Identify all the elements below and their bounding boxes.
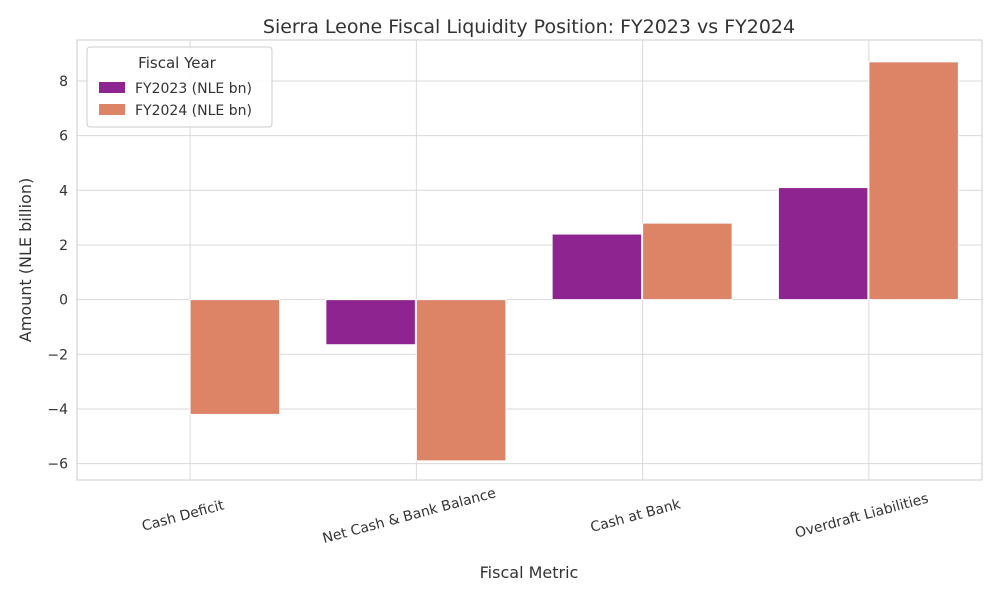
bar-fy2024 <box>868 61 959 301</box>
legend-swatch <box>99 82 125 93</box>
y-axis-label: Amount (NLE billion) <box>16 178 35 342</box>
bar-fy2023 <box>551 233 643 301</box>
y-axis-ticks: −6 −4 −2 0 2 4 6 8 <box>47 74 68 473</box>
y-tick-label: −2 <box>47 347 68 363</box>
bars <box>189 61 959 462</box>
legend-swatch <box>99 104 125 115</box>
bar-fy2023 <box>325 299 416 346</box>
y-tick-label: 8 <box>59 74 68 90</box>
x-tick-label: Net Cash & Bank Balance <box>321 485 498 547</box>
y-tick-label: 2 <box>59 238 68 254</box>
y-tick-label: 6 <box>59 129 68 145</box>
x-axis-ticks: Cash Deficit Net Cash & Bank Balance Cash … <box>140 485 930 547</box>
x-tick-label: Overdraft Liabilities <box>793 491 930 542</box>
x-tick-label: Cash at Bank <box>589 496 684 536</box>
bar-fy2024 <box>189 299 281 415</box>
y-tick-label: 0 <box>59 293 68 309</box>
y-tick-label: −4 <box>47 402 68 418</box>
bar-fy2024 <box>415 299 507 462</box>
y-tick-label: 4 <box>59 183 68 199</box>
legend: Fiscal Year FY2023 (NLE bn) FY2024 (NLE b… <box>86 46 273 128</box>
legend-box <box>86 46 273 128</box>
y-tick-label: −6 <box>47 457 68 473</box>
legend-items: FY2023 (NLE bn) FY2024 (NLE bn) <box>99 81 252 119</box>
legend-label: FY2023 (NLE bn) <box>135 81 252 97</box>
bar-fy2024 <box>642 222 733 301</box>
legend-title: Fiscal Year <box>138 54 216 72</box>
chart-title: Sierra Leone Fiscal Liquidity Position: … <box>263 16 795 38</box>
bar-fy2023 <box>777 187 869 301</box>
x-axis-label: Fiscal Metric <box>480 563 579 582</box>
x-tick-label: Cash Deficit <box>140 497 226 534</box>
legend-label: FY2024 (NLE bn) <box>135 103 252 119</box>
